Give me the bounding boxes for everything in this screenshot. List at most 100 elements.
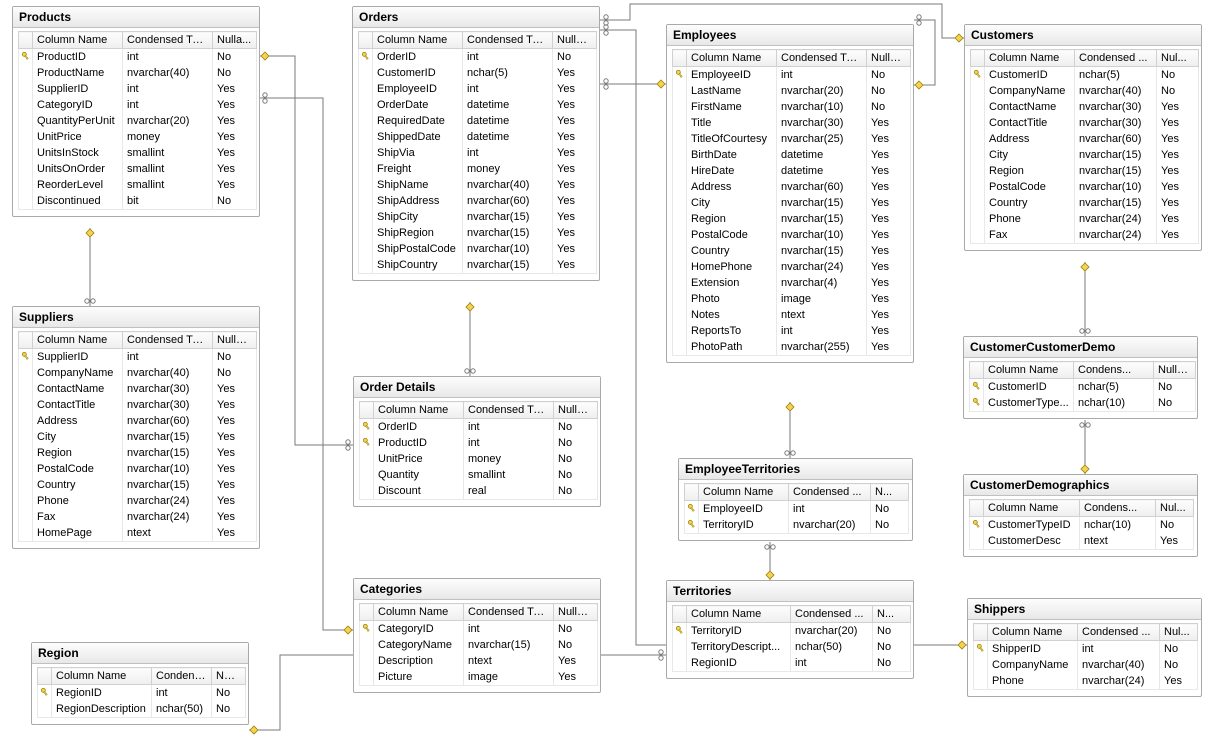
column-row[interactable]: CompanyNamenvarchar(40)No xyxy=(971,83,1199,99)
column-row[interactable]: BirthDatedatetimeYes xyxy=(673,147,911,163)
column-row[interactable]: TitleOfCourtesynvarchar(25)Yes xyxy=(673,131,911,147)
column-row[interactable]: SupplierIDintNo xyxy=(19,349,257,366)
header-key[interactable] xyxy=(971,50,985,67)
column-row[interactable]: Countrynvarchar(15)Yes xyxy=(673,243,911,259)
column-row[interactable]: ShipViaintYes xyxy=(359,145,597,161)
header-nullable[interactable]: Nullable xyxy=(554,604,598,621)
column-row[interactable]: PhotoPathnvarchar(255)Yes xyxy=(673,339,911,356)
column-row[interactable]: ContactNamenvarchar(30)Yes xyxy=(971,99,1199,115)
column-row[interactable]: ShipCountrynvarchar(15)Yes xyxy=(359,257,597,274)
column-row[interactable]: EmployeeIDintYes xyxy=(359,81,597,97)
header-key[interactable] xyxy=(673,606,687,623)
column-row[interactable]: PostalCodenvarchar(10)Yes xyxy=(971,179,1199,195)
column-row[interactable]: ReportsTointYes xyxy=(673,323,911,339)
header-key[interactable] xyxy=(19,32,33,49)
table-title[interactable]: CustomerDemographics xyxy=(964,475,1197,496)
header-nullable_shorter[interactable]: Nul... xyxy=(1160,624,1198,641)
column-row[interactable]: CompanyNamenvarchar(40)No xyxy=(974,657,1198,673)
relationship-line[interactable] xyxy=(260,56,353,445)
header-type_shorter[interactable]: Condens... xyxy=(1074,362,1154,379)
table-shippers[interactable]: Shippers Column NameCondensed ...Nul...S… xyxy=(967,598,1202,697)
column-row[interactable]: PhotoimageYes xyxy=(673,291,911,307)
column-row[interactable]: CustomerIDnchar(5)No xyxy=(971,67,1199,84)
column-row[interactable]: Countrynvarchar(15)Yes xyxy=(19,477,257,493)
column-row[interactable]: TerritoryIDnvarchar(20)No xyxy=(685,517,909,534)
column-row[interactable]: Regionnvarchar(15)Yes xyxy=(673,211,911,227)
column-row[interactable]: Phonenvarchar(24)Yes xyxy=(974,673,1198,690)
diagram-canvas[interactable]: Products Column NameCondensed TypeNulla.… xyxy=(0,0,1213,748)
column-row[interactable]: ProductIDintNo xyxy=(19,49,257,66)
header-nullable_short[interactable]: Nulla... xyxy=(213,32,257,49)
column-row[interactable]: UnitPricemoneyNo xyxy=(360,451,598,467)
column-row[interactable]: CustomerType...nchar(10)No xyxy=(970,395,1196,412)
table-customerdemographics[interactable]: CustomerDemographics Column NameCondens.… xyxy=(963,474,1198,557)
column-row[interactable]: Titlenvarchar(30)Yes xyxy=(673,115,911,131)
header-nullable_n[interactable]: N... xyxy=(871,484,909,501)
column-row[interactable]: Citynvarchar(15)Yes xyxy=(971,147,1199,163)
header-key[interactable] xyxy=(359,32,373,49)
column-row[interactable]: Addressnvarchar(60)Yes xyxy=(19,413,257,429)
header-key[interactable] xyxy=(673,50,687,67)
header-name[interactable]: Column Name xyxy=(988,624,1078,641)
table-orders[interactable]: Orders Column NameCondensed TypeNullable… xyxy=(352,6,600,281)
header-type_short[interactable]: Condensed ... xyxy=(789,484,871,501)
column-row[interactable]: UnitsOnOrdersmallintYes xyxy=(19,161,257,177)
header-key[interactable] xyxy=(360,402,374,419)
column-row[interactable]: QuantityPerUnitnvarchar(20)Yes xyxy=(19,113,257,129)
column-row[interactable]: FirstNamenvarchar(10)No xyxy=(673,99,911,115)
column-row[interactable]: Citynvarchar(15)Yes xyxy=(19,429,257,445)
table-customers[interactable]: Customers Column NameCondensed ...Nul...… xyxy=(964,24,1202,251)
table-region[interactable]: Region Column NameCondens...Nul...Region… xyxy=(31,642,249,725)
column-row[interactable]: OrderDatedatetimeYes xyxy=(359,97,597,113)
column-row[interactable]: DescriptionntextYes xyxy=(360,653,598,669)
column-row[interactable]: CustomerIDnchar(5)Yes xyxy=(359,65,597,81)
header-name[interactable]: Column Name xyxy=(374,604,464,621)
header-nullable_shorter[interactable]: Nul... xyxy=(1156,500,1194,517)
header-nullable_shorter[interactable]: Nul... xyxy=(1157,50,1199,67)
header-name[interactable]: Column Name xyxy=(687,50,777,67)
column-row[interactable]: Addressnvarchar(60)Yes xyxy=(673,179,911,195)
column-row[interactable]: OrderIDintNo xyxy=(359,49,597,66)
column-row[interactable]: CategoryNamenvarchar(15)No xyxy=(360,637,598,653)
table-title[interactable]: Products xyxy=(13,7,259,28)
header-name[interactable]: Column Name xyxy=(985,50,1075,67)
header-type_short[interactable]: Condensed ... xyxy=(791,606,873,623)
header-key[interactable] xyxy=(685,484,699,501)
column-row[interactable]: DiscontinuedbitNo xyxy=(19,193,257,210)
column-row[interactable]: TerritoryIDnvarchar(20)No xyxy=(673,623,911,640)
header-name[interactable]: Column Name xyxy=(33,332,123,349)
table-title[interactable]: CustomerCustomerDemo xyxy=(964,337,1197,358)
column-row[interactable]: OrderIDintNo xyxy=(360,419,598,436)
table-title[interactable]: Region xyxy=(32,643,248,664)
table-employeeterritories[interactable]: EmployeeTerritories Column NameCondensed… xyxy=(678,458,913,541)
column-row[interactable]: Addressnvarchar(60)Yes xyxy=(971,131,1199,147)
header-key[interactable] xyxy=(974,624,988,641)
column-row[interactable]: HireDatedatetimeYes xyxy=(673,163,911,179)
header-type[interactable]: Condensed Type xyxy=(123,332,213,349)
header-type[interactable]: Condensed Type xyxy=(464,604,554,621)
column-row[interactable]: EmployeeIDintNo xyxy=(673,67,911,84)
column-row[interactable]: SupplierIDintYes xyxy=(19,81,257,97)
header-key[interactable] xyxy=(38,668,52,685)
column-row[interactable]: Regionnvarchar(15)Yes xyxy=(19,445,257,461)
header-nullable[interactable]: Nullable xyxy=(553,32,597,49)
column-row[interactable]: Countrynvarchar(15)Yes xyxy=(971,195,1199,211)
header-nullable[interactable]: Nullable xyxy=(213,332,257,349)
column-row[interactable]: CustomerIDnchar(5)No xyxy=(970,379,1196,396)
header-key[interactable] xyxy=(970,362,984,379)
column-row[interactable]: DiscountrealNo xyxy=(360,483,598,500)
column-row[interactable]: PostalCodenvarchar(10)Yes xyxy=(19,461,257,477)
column-row[interactable]: LastNamenvarchar(20)No xyxy=(673,83,911,99)
column-row[interactable]: RequiredDatedatetimeYes xyxy=(359,113,597,129)
column-row[interactable]: CompanyNamenvarchar(40)No xyxy=(19,365,257,381)
column-row[interactable]: ShipCitynvarchar(15)Yes xyxy=(359,209,597,225)
column-row[interactable]: ShipAddressnvarchar(60)Yes xyxy=(359,193,597,209)
table-products[interactable]: Products Column NameCondensed TypeNulla.… xyxy=(12,6,260,217)
table-title[interactable]: Shippers xyxy=(968,599,1201,620)
header-type_short[interactable]: Condensed ... xyxy=(1075,50,1157,67)
table-suppliers[interactable]: Suppliers Column NameCondensed TypeNulla… xyxy=(12,306,260,549)
header-nullable[interactable]: Nullable xyxy=(867,50,911,67)
column-row[interactable]: QuantitysmallintNo xyxy=(360,467,598,483)
column-row[interactable]: ShipPostalCodenvarchar(10)Yes xyxy=(359,241,597,257)
header-name[interactable]: Column Name xyxy=(699,484,789,501)
